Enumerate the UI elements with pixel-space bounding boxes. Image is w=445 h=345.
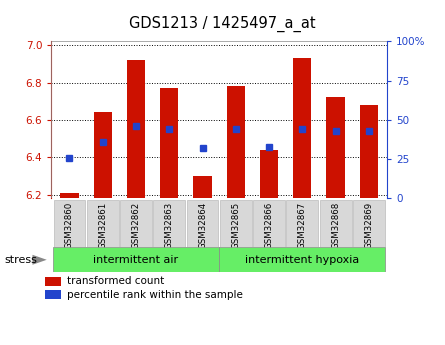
- Bar: [160, 88, 178, 198]
- Bar: [53, 200, 85, 247]
- Text: intermittent air: intermittent air: [93, 255, 178, 265]
- Bar: [186, 200, 218, 247]
- Bar: [45, 290, 61, 299]
- Bar: [253, 200, 285, 247]
- Bar: [287, 200, 318, 247]
- Bar: [293, 58, 311, 198]
- Text: GSM32863: GSM32863: [165, 201, 174, 249]
- Bar: [360, 105, 378, 198]
- Bar: [320, 200, 352, 247]
- Bar: [194, 176, 212, 198]
- Bar: [353, 200, 385, 247]
- Bar: [153, 200, 185, 247]
- Bar: [93, 112, 112, 198]
- Text: GSM32867: GSM32867: [298, 201, 307, 249]
- Text: percentile rank within the sample: percentile rank within the sample: [67, 290, 243, 300]
- Text: GSM32864: GSM32864: [198, 201, 207, 249]
- Text: GSM32862: GSM32862: [132, 201, 141, 249]
- Text: stress: stress: [4, 255, 37, 265]
- Bar: [219, 247, 385, 272]
- Bar: [87, 200, 119, 247]
- Bar: [220, 200, 252, 247]
- Text: GDS1213 / 1425497_a_at: GDS1213 / 1425497_a_at: [129, 16, 316, 32]
- Bar: [61, 193, 79, 198]
- Bar: [53, 247, 219, 272]
- Text: GSM32868: GSM32868: [331, 201, 340, 249]
- Bar: [260, 150, 278, 198]
- Text: GSM32866: GSM32866: [265, 201, 274, 249]
- Bar: [45, 276, 61, 286]
- Text: transformed count: transformed count: [67, 276, 164, 286]
- Polygon shape: [32, 255, 47, 265]
- Bar: [120, 200, 152, 247]
- Bar: [327, 97, 345, 198]
- Bar: [127, 60, 145, 198]
- Bar: [227, 86, 245, 198]
- Text: GSM32861: GSM32861: [98, 201, 107, 249]
- Text: intermittent hypoxia: intermittent hypoxia: [245, 255, 360, 265]
- Text: GSM32860: GSM32860: [65, 201, 74, 249]
- Text: GSM32869: GSM32869: [364, 201, 373, 249]
- Text: GSM32865: GSM32865: [231, 201, 240, 249]
